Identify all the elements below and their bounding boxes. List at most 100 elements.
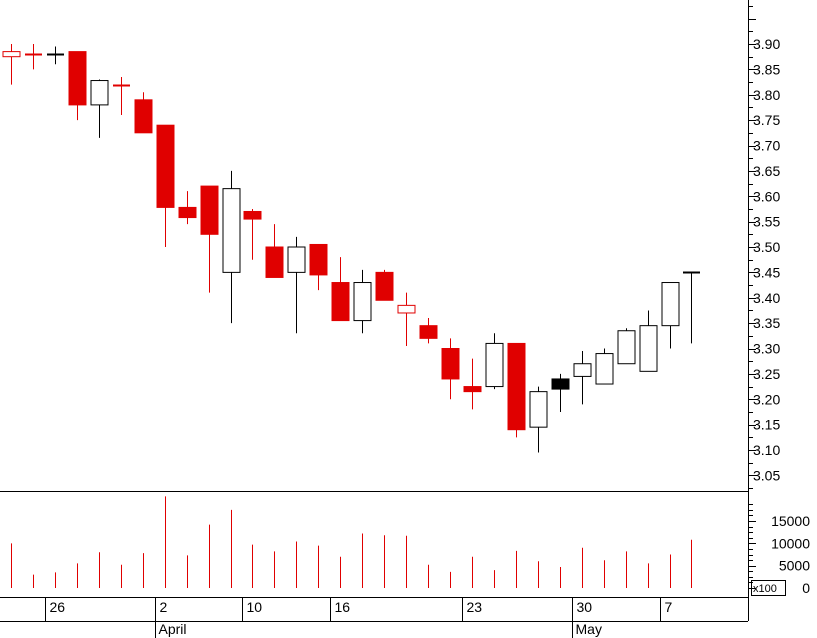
candle-body	[331, 282, 350, 322]
candle	[243, 208, 262, 260]
candle-body	[200, 185, 219, 235]
candle-body	[243, 210, 262, 220]
candle-body	[287, 246, 306, 273]
candle-body	[529, 391, 548, 428]
date-tick-label: 23	[467, 599, 483, 615]
candle-body	[639, 325, 658, 372]
candle	[222, 170, 241, 324]
candle	[507, 342, 526, 438]
volume-tick-label: 10000	[771, 535, 810, 551]
date-tick-label: 2	[160, 599, 168, 615]
price-tick-label: 3.20	[753, 391, 780, 407]
price-tick-label: 3.25	[753, 366, 780, 382]
candle	[573, 351, 592, 405]
price-tick-label: 3.70	[753, 138, 780, 154]
candle	[463, 358, 482, 410]
candle	[331, 257, 350, 322]
candle	[375, 269, 394, 301]
candle	[287, 236, 306, 334]
candle	[2, 44, 21, 85]
candle	[200, 185, 219, 293]
price-tick-label: 3.15	[753, 417, 780, 433]
month-label: May	[576, 621, 602, 637]
price-tick-label: 3.55	[753, 214, 780, 230]
volume-tick-label: 5000	[779, 558, 810, 574]
candle-body	[375, 271, 394, 301]
candle-body	[353, 282, 372, 322]
candle	[309, 243, 328, 291]
candle-body	[661, 282, 680, 327]
volume-bars	[11, 496, 692, 588]
candle-body	[573, 363, 592, 377]
candle	[661, 282, 680, 349]
candle	[265, 224, 284, 278]
candle-body	[178, 206, 197, 219]
price-tick-label: 3.80	[753, 87, 780, 103]
price-tick-label: 3.30	[753, 341, 780, 357]
candle	[25, 44, 42, 70]
price-axis: 3.05 3.10 3.15 3.20 3.25 3.30 3.35 3.40 3.45 3.50…	[0, 0, 780, 622]
candle-body	[134, 99, 153, 134]
candle-body	[156, 124, 175, 208]
volume-tick-label: 15000	[771, 513, 810, 529]
candle-body	[485, 342, 504, 388]
candle	[113, 76, 130, 116]
candle	[397, 292, 416, 346]
candle	[639, 310, 658, 372]
candle	[419, 318, 438, 344]
date-axis: 26 2 10 16 23 30 7 April May	[45, 597, 673, 638]
candle	[551, 373, 570, 412]
candle	[441, 338, 460, 400]
price-tick-label: 3.50	[753, 239, 780, 255]
date-tick-label: 30	[577, 599, 593, 615]
volume-tick-label: 0	[802, 580, 810, 596]
candle-body	[222, 188, 241, 273]
price-tick-label: 3.65	[753, 163, 780, 179]
candle-body	[463, 386, 482, 393]
candle	[353, 269, 372, 334]
candle	[485, 333, 504, 390]
candle	[529, 386, 548, 453]
candle-body	[617, 330, 636, 365]
candle	[178, 191, 197, 225]
candle	[683, 271, 700, 344]
candle-body	[419, 325, 438, 339]
candle	[68, 51, 87, 121]
candle-body	[265, 246, 284, 278]
price-tick-label: 3.40	[753, 290, 780, 306]
candle-body	[441, 348, 460, 380]
candle-body	[595, 353, 614, 385]
price-tick-label: 3.10	[753, 442, 780, 458]
candle-body	[90, 80, 109, 106]
date-tick-label: 16	[335, 599, 351, 615]
price-tick-label: 3.45	[753, 264, 780, 280]
month-label: April	[159, 621, 187, 637]
price-tick-label: 3.85	[753, 61, 780, 77]
price-tick-label: 3.35	[753, 315, 780, 331]
candle	[617, 328, 636, 365]
price-tick-label: 3.60	[753, 188, 780, 204]
price-candles	[2, 44, 700, 453]
candle-body	[397, 304, 416, 314]
candle-body	[2, 51, 21, 58]
candle	[47, 46, 64, 65]
date-tick-label: 10	[247, 599, 263, 615]
candle-body	[309, 243, 328, 276]
candle	[134, 92, 153, 134]
price-tick-label: 3.05	[753, 467, 780, 483]
candle	[156, 124, 175, 247]
candle	[90, 79, 109, 138]
price-tick-label: 3.90	[753, 36, 780, 52]
volume-multiplier-label: x100	[753, 583, 777, 595]
candle-body	[68, 51, 87, 106]
date-tick-label: 7	[665, 599, 673, 615]
date-tick-label: 26	[50, 599, 66, 615]
volume-axis: 0 5000 10000 15000	[748, 504, 810, 596]
candle-body	[551, 378, 570, 390]
candle	[595, 348, 614, 385]
price-tick-label: 3.75	[753, 112, 780, 128]
volume-multiplier-box	[751, 580, 786, 596]
